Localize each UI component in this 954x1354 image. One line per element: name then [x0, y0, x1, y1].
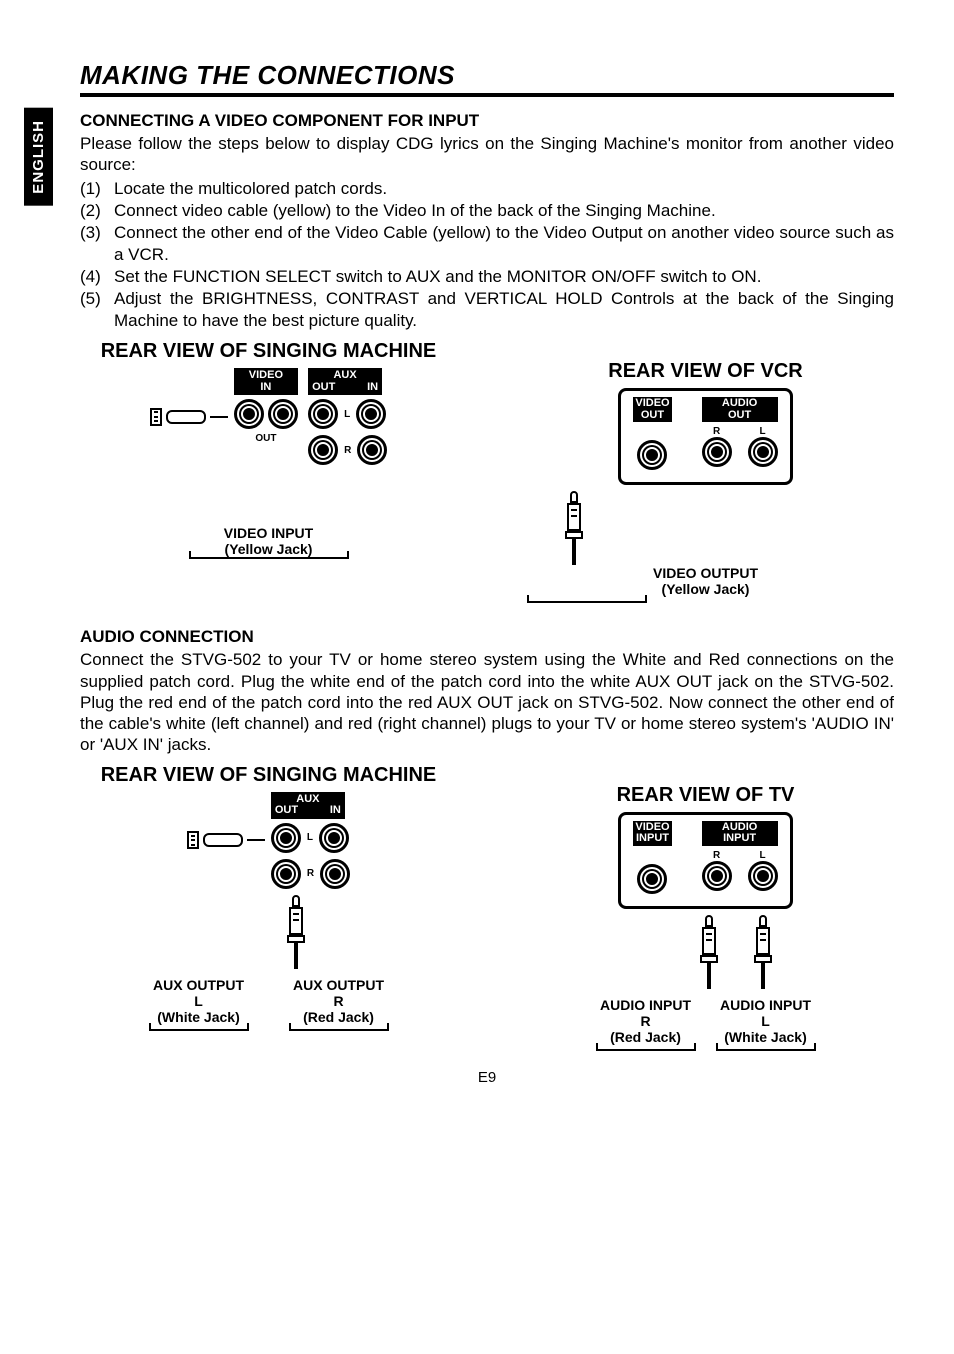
rca-plug-icon	[289, 895, 303, 969]
bracket-icon	[716, 1049, 816, 1057]
diag2-cap-l2: AUX OUTPUTR(Red Jack)	[289, 977, 389, 1037]
section1-intro: Please follow the steps below to display…	[80, 133, 894, 176]
rca-plug-icon	[756, 915, 770, 989]
label-aux: AUXOUTIN	[271, 792, 345, 819]
bracket-icon	[149, 1029, 249, 1037]
jack-icon	[234, 399, 264, 429]
jack-icon	[319, 823, 349, 853]
diagram1: REAR VIEW OF SINGING MACHINE VIDEOIN OUT	[80, 340, 894, 609]
diag1-right-caption: VIDEO OUTPUT(Yellow Jack)	[517, 565, 894, 597]
label-out: OUT	[234, 433, 298, 444]
jack-icon	[748, 861, 778, 891]
label-aux: AUXOUTIN	[308, 368, 382, 395]
diag1-right-title: REAR VIEW OF VCR	[517, 360, 894, 382]
step-text: Connect video cable (yellow) to the Vide…	[114, 200, 894, 222]
label-r: R	[307, 868, 314, 879]
label-r: R	[344, 445, 351, 456]
diagram2: REAR VIEW OF SINGING MACHINE AUXOUTIN L	[80, 764, 894, 1057]
diag1-left-title: REAR VIEW OF SINGING MACHINE	[80, 340, 457, 362]
jack-icon	[702, 437, 732, 467]
step-text: Adjust the BRIGHTNESS, CONTRAST and VERT…	[114, 288, 894, 332]
label-r: R	[702, 426, 732, 437]
page-number: E9	[80, 1069, 894, 1086]
diag1-left-caption: VIDEO INPUT(Yellow Jack)	[80, 525, 457, 557]
label-l: L	[748, 850, 778, 861]
label-r: R	[702, 850, 732, 861]
diag2-cap-r1: AUDIO INPUTR(Red Jack)	[596, 997, 696, 1057]
bracket-icon	[527, 601, 647, 609]
power-cord-icon	[150, 408, 228, 426]
step-num: (3)	[80, 222, 114, 266]
step-text: Connect the other end of the Video Cable…	[114, 222, 894, 266]
rca-plug-icon	[567, 491, 581, 565]
jack-icon	[637, 440, 667, 470]
jack-icon	[271, 859, 301, 889]
bracket-icon	[596, 1049, 696, 1057]
step-num: (5)	[80, 288, 114, 332]
page-content: MAKING THE CONNECTIONS CONNECTING A VIDE…	[0, 0, 954, 1106]
rca-plug-icon	[702, 915, 716, 989]
step-text: Set the FUNCTION SELECT switch to AUX an…	[114, 266, 894, 288]
step-num: (2)	[80, 200, 114, 222]
bracket-icon	[289, 1029, 389, 1037]
vcr-panel: VIDEOOUT AUDIOOUT R L	[618, 388, 792, 485]
step-text: Locate the multicolored patch cords.	[114, 178, 894, 200]
section2-body: Connect the STVG-502 to your TV or home …	[80, 649, 894, 755]
label-l: L	[307, 832, 313, 843]
tv-panel: VIDEOINPUT AUDIOINPUT R L	[618, 812, 792, 909]
step-num: (4)	[80, 266, 114, 288]
bracket-icon	[189, 557, 349, 565]
jack-icon	[748, 437, 778, 467]
label-video-in: VIDEOIN	[234, 368, 298, 395]
label-video-out: VIDEOOUT	[633, 397, 671, 422]
jack-icon	[702, 861, 732, 891]
step-num: (1)	[80, 178, 114, 200]
label-audio-input: AUDIOINPUT	[702, 821, 778, 846]
diag2-left-title: REAR VIEW OF SINGING MACHINE	[80, 764, 457, 786]
diag2-cap-r2: AUDIO INPUTL(White Jack)	[716, 997, 816, 1057]
label-video-input: VIDEOINPUT	[633, 821, 671, 846]
jack-icon	[308, 399, 338, 429]
jack-icon	[308, 435, 338, 465]
jack-icon	[637, 864, 667, 894]
power-cord-icon	[187, 831, 265, 849]
jack-icon	[320, 859, 350, 889]
section1-heading: CONNECTING A VIDEO COMPONENT FOR INPUT	[80, 111, 894, 131]
label-audio-out: AUDIOOUT	[702, 397, 778, 422]
jack-icon	[357, 435, 387, 465]
jack-icon	[356, 399, 386, 429]
jack-icon	[271, 823, 301, 853]
section1-steps: (1)Locate the multicolored patch cords. …	[80, 178, 894, 333]
label-l: L	[748, 426, 778, 437]
label-l: L	[344, 409, 350, 420]
page-title: MAKING THE CONNECTIONS	[80, 60, 894, 97]
section2-heading: AUDIO CONNECTION	[80, 627, 894, 647]
diag2-right-title: REAR VIEW OF TV	[517, 784, 894, 806]
diag2-cap-l1: AUX OUTPUTL(White Jack)	[149, 977, 249, 1037]
jack-icon	[268, 399, 298, 429]
